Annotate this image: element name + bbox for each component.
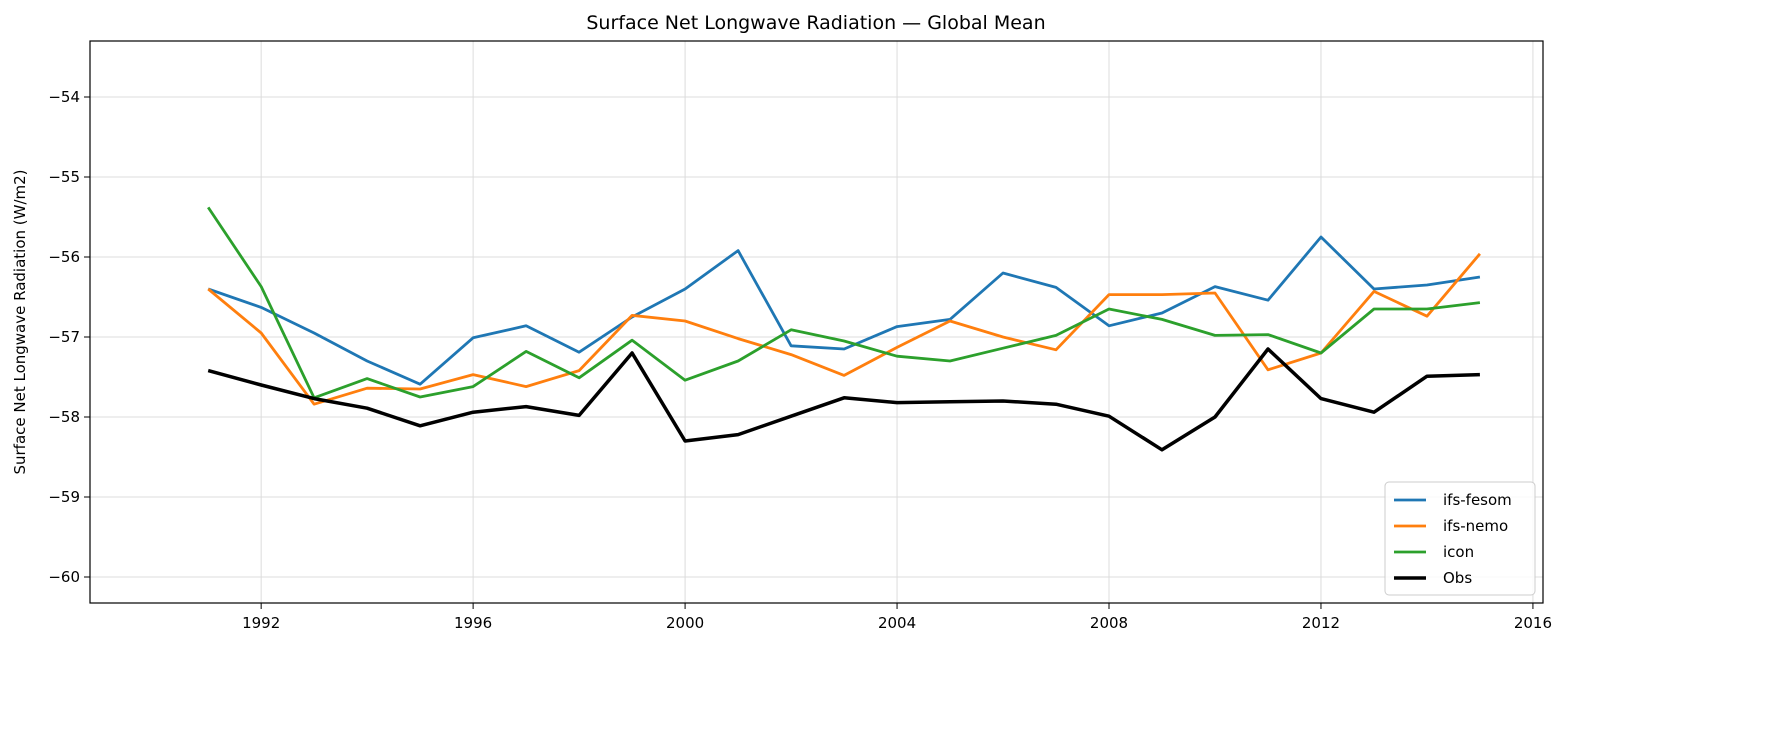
plot-frame <box>90 41 1543 603</box>
series-lines <box>208 207 1480 449</box>
y-axis-label: Surface Net Longwave Radiation (W/m2) <box>11 169 29 474</box>
y-tick-label: −55 <box>48 168 80 186</box>
y-tick-label: −57 <box>48 328 80 346</box>
legend-label: ifs-fesom <box>1443 491 1512 509</box>
y-tick-label: −56 <box>48 248 80 266</box>
y-axis: −54 −55 −56 −57 −58 −59 −60 <box>48 88 90 586</box>
x-tick-label: 2000 <box>666 614 704 632</box>
legend-label: icon <box>1443 543 1474 561</box>
x-tick-label: 2016 <box>1514 614 1552 632</box>
y-tick-label: −54 <box>48 88 80 106</box>
y-tick-label: −60 <box>48 568 80 586</box>
x-tick-label: 1996 <box>454 614 492 632</box>
y-tick-label: −59 <box>48 488 80 506</box>
x-tick-label: 2012 <box>1302 614 1340 632</box>
chart-title: Surface Net Longwave Radiation — Global … <box>586 12 1045 34</box>
y-tick-label: −58 <box>48 408 80 426</box>
legend: ifs-fesom ifs-nemo icon Obs <box>1385 482 1535 595</box>
x-tick-label: 1992 <box>242 614 280 632</box>
x-axis: 1992 1996 2000 2004 2008 2012 2016 <box>242 603 1552 632</box>
grid <box>90 41 1543 603</box>
x-tick-label: 2008 <box>1090 614 1128 632</box>
x-tick-label: 2004 <box>878 614 916 632</box>
legend-label: Obs <box>1443 569 1472 587</box>
legend-label: ifs-nemo <box>1443 517 1508 535</box>
